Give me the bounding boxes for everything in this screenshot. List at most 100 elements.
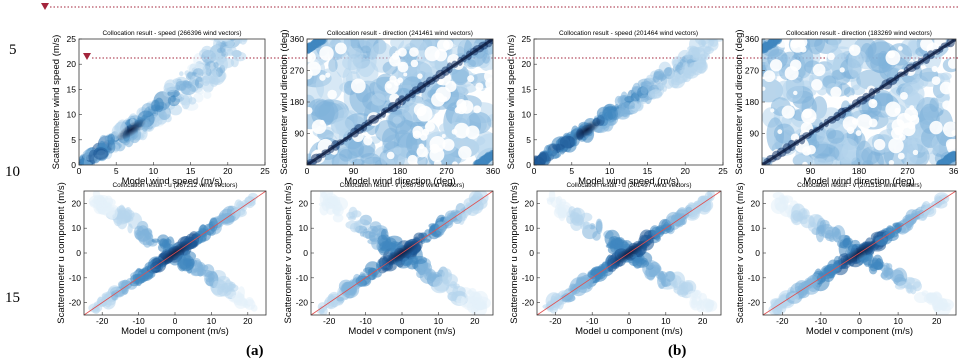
guide-triangle-top (41, 3, 49, 10)
x-axis-label: Model u component (m/s) (575, 326, 683, 337)
y-axis-label: Scatterometer u component (m/s) (509, 182, 520, 324)
chart-panel-2: Collocation result - direction (241461 w… (279, 29, 500, 187)
density-cell (596, 106, 613, 121)
x-tick-label: -20 (323, 316, 336, 326)
density-cell (402, 257, 410, 267)
x-tick-label: 360 (949, 166, 958, 176)
density-cell (831, 225, 846, 243)
y-tick-label: 90 (750, 129, 760, 139)
density-cell (214, 71, 219, 79)
empty-cell (898, 46, 903, 51)
density-cell (332, 213, 344, 223)
y-axis-label: Scatterometer wind direction (deg) (734, 29, 745, 174)
density-field (79, 39, 248, 165)
x-tick-label: 5 (114, 166, 119, 176)
density-cell (89, 199, 104, 209)
density-cell (127, 223, 133, 234)
y-tick-label: -20 (69, 298, 82, 308)
empty-cell (416, 146, 428, 158)
y-axis-label: Scatterometer v component (m/s) (283, 183, 294, 324)
density-cell (774, 98, 784, 107)
density-cell (594, 266, 602, 279)
density-cell (711, 30, 718, 37)
empty-cell (781, 105, 795, 119)
density-field (88, 191, 258, 314)
x-tick-label: 270 (900, 166, 914, 176)
density-cell (873, 261, 883, 271)
y-tick-label: -20 (748, 298, 761, 308)
y-tick-label: 10 (522, 110, 532, 120)
density-cell (197, 228, 212, 242)
density-cell (250, 304, 258, 312)
x-tick-label: 20 (932, 316, 942, 326)
empty-cell (931, 65, 938, 73)
density-cell (664, 66, 673, 77)
empty-cell (868, 98, 878, 109)
density-cell (213, 280, 220, 289)
density-cell (430, 223, 440, 231)
density-cell (351, 158, 365, 165)
empty-cell (445, 80, 457, 93)
density-cell (937, 297, 948, 310)
plot-panels: Collocation result - speed (266396 wind … (51, 29, 958, 337)
density-ridge (762, 39, 956, 165)
empty-cell (475, 82, 484, 91)
density-cell (827, 259, 840, 276)
density-cell (675, 209, 690, 220)
density-cell (181, 94, 191, 110)
empty-cell (410, 59, 419, 68)
density-cell (316, 39, 328, 45)
y-tick-label: 10 (525, 223, 535, 233)
empty-cell (325, 72, 331, 78)
density-field (307, 39, 493, 165)
density-cell (179, 71, 184, 77)
empty-cell (856, 114, 873, 130)
empty-cell (307, 51, 316, 63)
x-tick-label: 15 (186, 166, 196, 176)
density-cell (93, 147, 109, 160)
chart-panel-3: Collocation result - speed (201464 wind … (506, 30, 728, 187)
empty-cell (873, 138, 886, 151)
density-cell (472, 290, 488, 306)
empty-cell (389, 55, 401, 67)
density-field (534, 30, 723, 165)
density-cell (671, 71, 681, 83)
empty-cell (419, 132, 428, 141)
density-cell (691, 62, 703, 76)
y-tick-label: 360 (745, 34, 759, 44)
y-tick-label: 90 (295, 129, 305, 139)
density-cell (442, 276, 449, 285)
y-tick-label: 0 (71, 160, 76, 170)
density-cell (452, 39, 466, 47)
x-tick-label: 10 (893, 316, 903, 326)
density-core (115, 118, 147, 141)
density-cell (892, 222, 904, 228)
density-cell (210, 77, 221, 85)
empty-cell (350, 78, 366, 94)
density-cell (424, 229, 432, 237)
y-axis-label: Scatterometer wind speed (m/s) (51, 35, 62, 170)
chart-title: Collocation result - direction (241461 w… (327, 30, 473, 37)
density-cell (324, 295, 338, 310)
empty-cell (793, 90, 798, 96)
density-cell (687, 66, 695, 72)
y-tick-label: 5 (71, 135, 76, 145)
y-tick-label: 10 (72, 223, 82, 233)
empty-cell (912, 149, 919, 156)
density-cell (341, 281, 360, 299)
density-cell (791, 203, 806, 222)
density-cell (807, 221, 817, 232)
density-cell (782, 78, 804, 103)
empty-cell (942, 100, 952, 110)
empty-cell (441, 133, 446, 138)
density-cell (355, 275, 372, 287)
x-tick-label: -10 (815, 316, 828, 326)
empty-cell (429, 143, 440, 154)
density-cell (330, 117, 355, 135)
density-cell (416, 156, 428, 165)
density-cell (451, 65, 470, 86)
density-cell (880, 272, 888, 279)
density-cell (194, 79, 199, 87)
density-cell (614, 95, 623, 107)
y-axis-label: Scatterometer u component (m/s) (56, 182, 67, 324)
